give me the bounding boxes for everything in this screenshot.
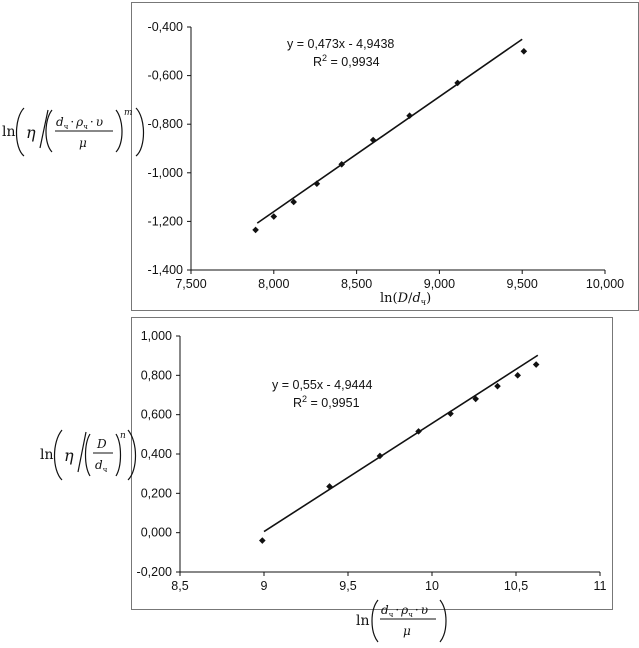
y-tick-label: -0,600 <box>148 69 183 83</box>
y-tick-label: -1,400 <box>148 263 183 277</box>
chart-top-r2-label: R <box>313 55 322 69</box>
svg-text:n: n <box>120 431 126 441</box>
chart-top-r2-value: = 0,9934 <box>327 55 380 69</box>
svg-text:m: m <box>124 108 133 118</box>
svg-text:ln: ln <box>2 124 16 140</box>
svg-text:η: η <box>64 446 74 465</box>
chart-top-points <box>252 48 528 234</box>
chart-top-equation: y = 0,473x - 4,9438 <box>287 37 394 51</box>
y-tick-label: -1,200 <box>148 214 183 228</box>
data-point <box>369 136 377 144</box>
x-tick-label: 10,000 <box>586 277 624 291</box>
svg-text:μ: μ <box>79 136 87 150</box>
data-point <box>454 79 461 87</box>
chart-top-r2-superscript: 2 <box>322 53 327 63</box>
chart-top-trendline <box>256 38 523 224</box>
chart-bottom-y-label: ln η D dч n <box>40 429 137 481</box>
chart-top-r2: R2 = 0,9934 <box>313 53 380 69</box>
svg-text:dч: dч <box>95 458 108 474</box>
chart-top-axes <box>190 27 605 271</box>
x-tick-label: 8,500 <box>341 277 372 291</box>
chart-top-y-label: ln η dч · ρч · υ μ m <box>2 107 145 157</box>
chart-top-frame <box>131 2 639 311</box>
trendline <box>256 38 523 224</box>
y-tick-label: -1,000 <box>148 166 183 180</box>
data-point <box>338 160 345 168</box>
svg-text:η: η <box>26 123 36 142</box>
data-point <box>290 198 297 206</box>
svg-text:μ: μ <box>403 624 411 638</box>
x-tick-label: 8,000 <box>258 277 289 291</box>
x-tick-label: 9,500 <box>507 277 538 291</box>
svg-text:ln: ln <box>40 447 54 463</box>
data-point <box>270 213 278 220</box>
svg-text:ln: ln <box>356 613 370 629</box>
chart-top: 7,500 8,000 8,500 9,000 9,500 10,000 -0,400-0… <box>2 20 624 307</box>
chart-top-y-ticks: -0,400 -0,600 -0,800 -1,000 -1,200 -1,400 <box>148 20 191 277</box>
x-tick-label: 7,500 <box>175 277 206 291</box>
chart-bottom-frame <box>131 317 613 610</box>
svg-text:D: D <box>96 437 107 451</box>
y-tick-label: -0,800 <box>148 117 183 131</box>
chart-top-x-ticks: 7,500 8,000 8,500 9,000 9,500 10,000 <box>175 270 624 291</box>
data-point <box>313 180 321 188</box>
data-point <box>252 226 259 234</box>
x-tick-label: 9,000 <box>424 277 455 291</box>
data-point <box>406 112 413 119</box>
chart-top-x-label: ln(D/dч) <box>380 291 431 307</box>
y-tick-label: -0,400 <box>148 20 183 34</box>
data-point <box>520 48 528 55</box>
svg-text:dч·ρч·υ: dч · ρч · υ <box>56 115 103 131</box>
